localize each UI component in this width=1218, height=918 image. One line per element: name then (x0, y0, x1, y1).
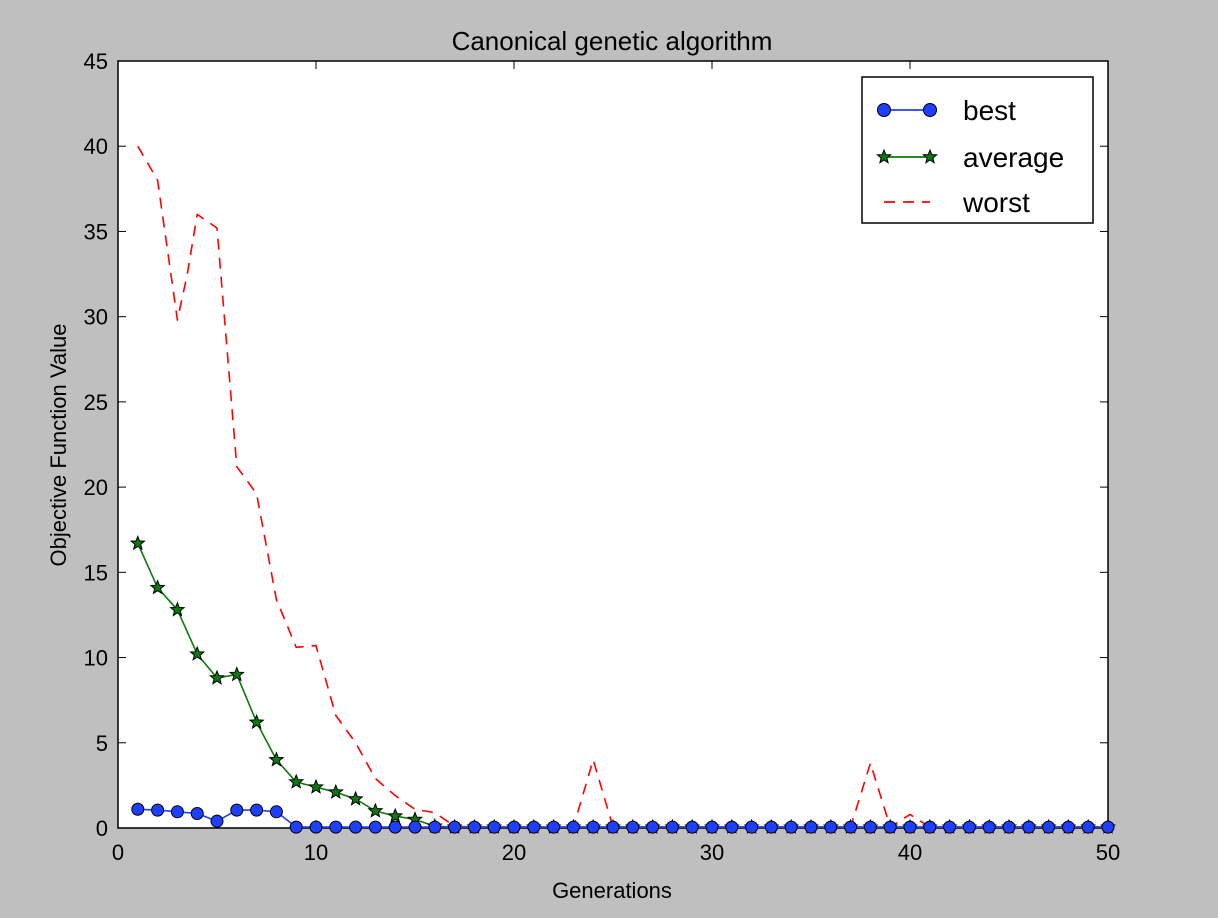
best-point (527, 820, 541, 834)
best-point (448, 820, 462, 834)
x-tick-label: 30 (700, 840, 724, 865)
chart-title: Canonical genetic algorithm (452, 26, 773, 56)
best-point (250, 803, 264, 817)
best-point (467, 820, 481, 834)
y-tick-label: 40 (84, 134, 108, 159)
legend-marker (877, 103, 891, 117)
best-point (903, 820, 917, 834)
y-tick-label: 35 (84, 219, 108, 244)
best-point (329, 820, 343, 834)
best-point (151, 803, 165, 817)
average-point (307, 778, 325, 794)
best-point (428, 820, 442, 834)
legend-item-average: average (875, 142, 1064, 173)
x-tick-label: 10 (304, 840, 328, 865)
best-point (309, 820, 323, 834)
best-point (368, 820, 382, 834)
best-point (705, 820, 719, 834)
best-point (170, 805, 184, 819)
best-point (626, 820, 640, 834)
legend-marker (875, 148, 893, 164)
y-tick-label: 25 (84, 390, 108, 415)
average-point (367, 802, 384, 818)
best-point (824, 820, 838, 834)
y-tick-label: 15 (84, 560, 108, 585)
best-point (547, 820, 561, 834)
best-point (943, 820, 957, 834)
average-point (208, 669, 226, 685)
y-tick-label: 30 (84, 305, 108, 330)
best-point (923, 820, 937, 834)
best-point (388, 820, 402, 834)
best-point (269, 805, 283, 819)
best-point (1061, 820, 1075, 834)
average-point (189, 645, 206, 661)
best-point (665, 820, 679, 834)
legend-marker (923, 103, 937, 117)
average-point (347, 790, 364, 806)
legend-label-best: best (963, 95, 1016, 126)
series-layer (129, 145, 1117, 834)
y-tick-label: 10 (84, 646, 108, 671)
y-tick-label: 5 (96, 731, 108, 756)
best-point (646, 820, 660, 834)
best-point (1022, 820, 1036, 834)
axis-tick-labels: 0 10 20 30 40 50 0 5 10 15 20 25 30 35 40 45 (84, 49, 1121, 865)
best-point (784, 820, 798, 834)
legend-label-worst: worst (962, 187, 1030, 218)
y-tick-label: 20 (84, 475, 108, 500)
y-tick-label: 0 (96, 816, 108, 841)
best-point (962, 820, 976, 834)
best-point (745, 820, 759, 834)
average-point (268, 751, 285, 767)
best-point (685, 820, 699, 834)
best-point (349, 820, 363, 834)
x-tick-label: 20 (502, 840, 526, 865)
best-point (606, 820, 620, 834)
best-point (289, 820, 303, 834)
best-point (408, 820, 422, 834)
average-point (169, 601, 186, 617)
best-point (1101, 820, 1115, 834)
average-point (228, 666, 245, 682)
x-tick-label: 0 (112, 840, 124, 865)
best-point (844, 820, 858, 834)
average-point (129, 535, 146, 551)
best-point (1081, 820, 1095, 834)
best-point (566, 820, 580, 834)
legend: best average worst (861, 76, 1094, 224)
legend-item-worst: worst (884, 187, 1030, 218)
best-point (764, 820, 778, 834)
x-axis-label: Generations (552, 878, 672, 903)
best-point (230, 803, 244, 817)
average-point (327, 783, 344, 800)
best-point (1042, 820, 1056, 834)
best-point (804, 820, 818, 834)
legend-label-average: average (963, 142, 1064, 173)
best-point (190, 807, 204, 821)
y-axis-label: Objective Function Value (46, 324, 71, 567)
best-point (863, 820, 877, 834)
y-tick-label: 45 (84, 49, 108, 74)
average-point (149, 579, 166, 595)
series-best (131, 802, 1115, 834)
best-point (725, 820, 739, 834)
best-point (883, 820, 897, 834)
average-point (248, 713, 265, 730)
legend-marker (921, 148, 939, 164)
average-point (288, 773, 305, 789)
best-point (131, 802, 145, 816)
best-point (487, 820, 501, 834)
x-tick-label: 40 (898, 840, 922, 865)
x-tick-label: 50 (1096, 840, 1120, 865)
best-point (1002, 820, 1016, 834)
best-point (982, 820, 996, 834)
best-point (210, 814, 224, 828)
legend-item-best: best (877, 95, 1016, 126)
average-point (387, 807, 404, 823)
legend-box (861, 76, 1094, 224)
best-point (586, 820, 600, 834)
best-point (507, 820, 521, 834)
